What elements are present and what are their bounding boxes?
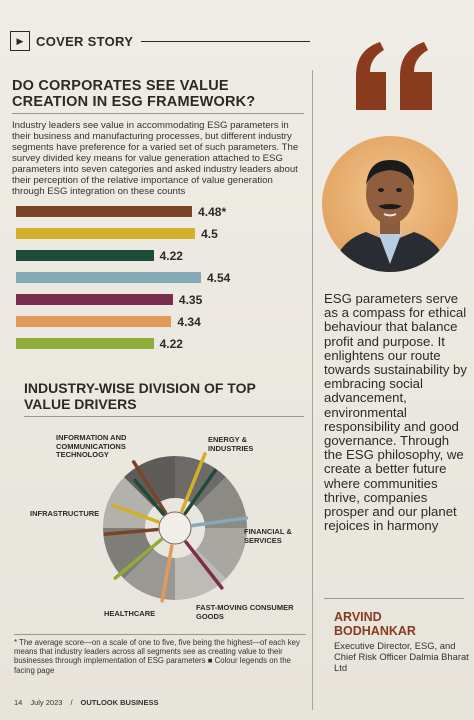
bar-row: 4.22 xyxy=(16,336,183,351)
article-intro: Industry leaders see value in accommodat… xyxy=(12,120,299,197)
bar xyxy=(16,228,196,239)
radial-spoke xyxy=(191,516,249,528)
bar xyxy=(16,250,154,261)
radial-spoke xyxy=(103,527,159,536)
article-title: DO CORPORATES SEE VALUE CREATION IN ESG … xyxy=(12,78,256,110)
bar-value-label: 4.5 xyxy=(201,226,218,241)
title-rule xyxy=(12,113,304,114)
label-healthcare: HEALTHCARE xyxy=(104,609,156,618)
author-rule xyxy=(324,598,464,599)
bar-row: 4.48* xyxy=(16,204,227,219)
pull-quote: ESG parameters serve as a compass for et… xyxy=(324,291,467,534)
section-rule xyxy=(141,40,310,42)
radial-spoke xyxy=(183,468,217,516)
industry-radial-chart: INFORMATION AND COMMUNICATIONS TECHNOLOG… xyxy=(30,430,310,630)
radial-spoke xyxy=(131,460,168,515)
section-tag: ▶ COVER STORY xyxy=(10,30,310,52)
bar-value-label: 4.22 xyxy=(159,336,183,351)
value-score-bar-chart: 4.48* 4.5 4.22 4.54 4.35 4.34 4.22 xyxy=(16,204,306,362)
radial-spoke xyxy=(160,543,174,603)
section-title-drivers: INDUSTRY-WISE DIVISION OF TOP VALUE DRIV… xyxy=(24,380,256,412)
column-divider xyxy=(312,70,313,710)
donut-hub xyxy=(158,511,192,545)
bar-value-label: 4.22 xyxy=(159,248,183,263)
bar-value-label: 4.35 xyxy=(178,292,203,307)
radial-spoke xyxy=(179,452,207,514)
radial-chart-svg xyxy=(103,452,249,603)
label-ict: INFORMATION AND COMMUNICATIONS TECHNOLOG… xyxy=(56,433,127,459)
page-number: 14 xyxy=(14,697,23,707)
label-infrastructure: INFRASTRUCTURE xyxy=(30,509,100,518)
radial-spoke xyxy=(113,537,163,580)
bar xyxy=(16,272,201,283)
bar-row: 4.22 xyxy=(16,248,183,263)
bar-row: 4.54 xyxy=(16,270,231,285)
author-name: ARVIND BODHANKAR xyxy=(334,610,464,638)
title2-rule xyxy=(24,416,304,417)
label-fmcg: FAST-MOVING CONSUMER GOODS xyxy=(196,603,294,621)
bar xyxy=(16,338,154,349)
footnote: * The average score—on a scale of one to… xyxy=(14,638,300,675)
donut-segment xyxy=(196,528,247,579)
bar-row: 4.34 xyxy=(16,314,201,329)
label-energy: ENERGY & INDUSTRIES xyxy=(208,435,254,453)
quote-mark-icon xyxy=(356,42,432,110)
radial-spoke xyxy=(111,503,160,524)
bar-value-label: 4.34 xyxy=(177,314,201,329)
page-footer: 14 July 2023 / OUTLOOK BUSINESS xyxy=(14,697,159,707)
author-role: Executive Director, ESG, and Chief Risk … xyxy=(334,640,469,673)
radial-spoke xyxy=(184,540,224,590)
footnote-rule xyxy=(14,634,306,635)
bar xyxy=(16,206,193,217)
bar xyxy=(16,294,173,305)
section-label: COVER STORY xyxy=(36,33,134,49)
play-arrow-icon: ▶ xyxy=(10,31,30,51)
donut-segment xyxy=(196,477,247,528)
donut-segment xyxy=(175,549,226,600)
author-portrait xyxy=(322,136,458,272)
bar-row: 4.5 xyxy=(16,226,218,241)
donut-segment xyxy=(124,549,175,600)
bar-value-label: 4.48* xyxy=(198,204,227,219)
bar-row: 4.35 xyxy=(16,292,203,307)
donut-segment xyxy=(103,528,154,579)
label-financial: FINANCIAL & SERVICES xyxy=(244,527,292,545)
bar-value-label: 4.54 xyxy=(207,270,231,285)
issue-date: July 2023 xyxy=(30,697,63,707)
author-first-name: ARVIND xyxy=(334,610,382,624)
bar xyxy=(16,316,172,327)
publication-brand: OUTLOOK BUSINESS xyxy=(80,697,159,707)
author-last-name: BODHANKAR xyxy=(334,624,416,638)
radial-spoke xyxy=(133,478,166,516)
